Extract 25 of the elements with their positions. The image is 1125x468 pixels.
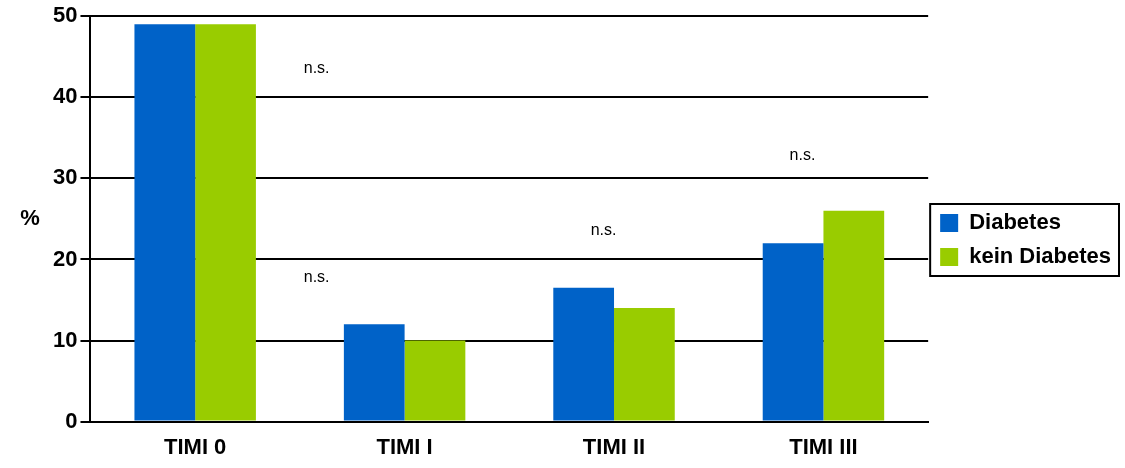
y-tick-label: 40 (52, 83, 78, 109)
y-tick-label: 50 (52, 2, 78, 28)
annotation: n.s. (303, 268, 330, 286)
y-axis-title: % (20, 204, 40, 230)
legend-label: Diabetes (969, 209, 1061, 235)
y-tick-label: 10 (52, 326, 78, 352)
bar (553, 287, 615, 421)
x-tick-label: TIMI II (582, 433, 646, 459)
bar (614, 308, 675, 421)
bar (404, 340, 466, 421)
bar (823, 210, 885, 421)
y-tick-label: 0 (65, 407, 78, 433)
x-tick-label: TIMI III (789, 433, 858, 459)
annotation: n.s. (590, 221, 617, 239)
x-tick-label: TIMI 0 (164, 433, 227, 459)
bar (762, 243, 824, 421)
annotation: n.s. (789, 146, 816, 164)
bar (195, 24, 256, 421)
y-tick-label: 20 (52, 245, 78, 271)
y-tick-label: 30 (52, 164, 78, 190)
bar (343, 324, 405, 421)
legend-label: kein Diabetes (969, 243, 1111, 269)
x-tick-label: TIMI I (376, 433, 433, 459)
annotation: n.s. (303, 59, 330, 77)
bar (134, 24, 196, 421)
